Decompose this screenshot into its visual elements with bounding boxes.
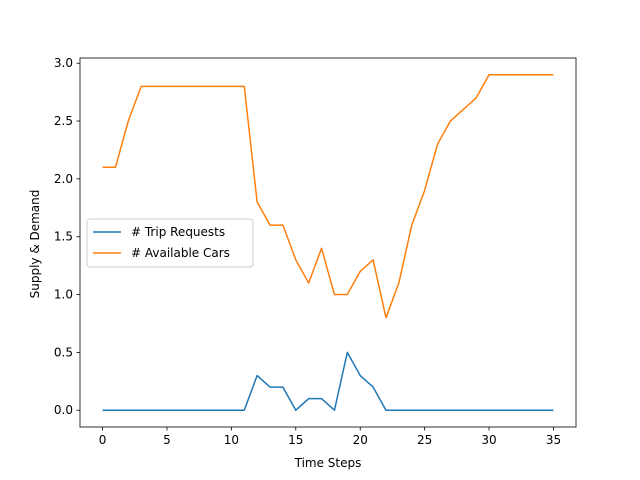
- y-axis-label: Supply & Demand: [28, 190, 42, 299]
- y-tick-label: 0.0: [54, 403, 73, 417]
- x-tick-label: 0: [99, 433, 107, 447]
- plot-frame: [79, 57, 577, 428]
- y-tick-label: 0.5: [54, 345, 73, 359]
- y-tick-label: 2.5: [54, 114, 73, 128]
- y-axis: 0.0 0.5 1.0 1.5 2.0 2.5 3.0: [54, 56, 80, 417]
- legend-box: [86, 218, 254, 268]
- series-line-0: [102, 351, 554, 411]
- x-tick-label: 25: [417, 433, 432, 447]
- x-axis: 0 5 10 15 20 25 30 35: [99, 427, 561, 447]
- y-tick-label: 1.5: [54, 230, 73, 244]
- x-tick-label: 15: [288, 433, 303, 447]
- y-tick-label: 1.0: [54, 288, 73, 302]
- legend: # Trip Requests # Available Cars: [86, 218, 254, 268]
- legend-label-1: # Available Cars: [131, 246, 230, 260]
- x-tick-label: 35: [546, 433, 561, 447]
- y-tick-label: 3.0: [54, 56, 73, 70]
- x-tick-label: 5: [163, 433, 171, 447]
- y-tick-label: 2.0: [54, 172, 73, 186]
- legend-label-0: # Trip Requests: [131, 225, 225, 239]
- x-tick-label: 10: [224, 433, 239, 447]
- x-tick-label: 30: [481, 433, 496, 447]
- series-line-1: [102, 74, 554, 319]
- plot-lines: [102, 74, 554, 411]
- x-tick-label: 20: [353, 433, 368, 447]
- x-axis-label: Time Steps: [294, 456, 362, 470]
